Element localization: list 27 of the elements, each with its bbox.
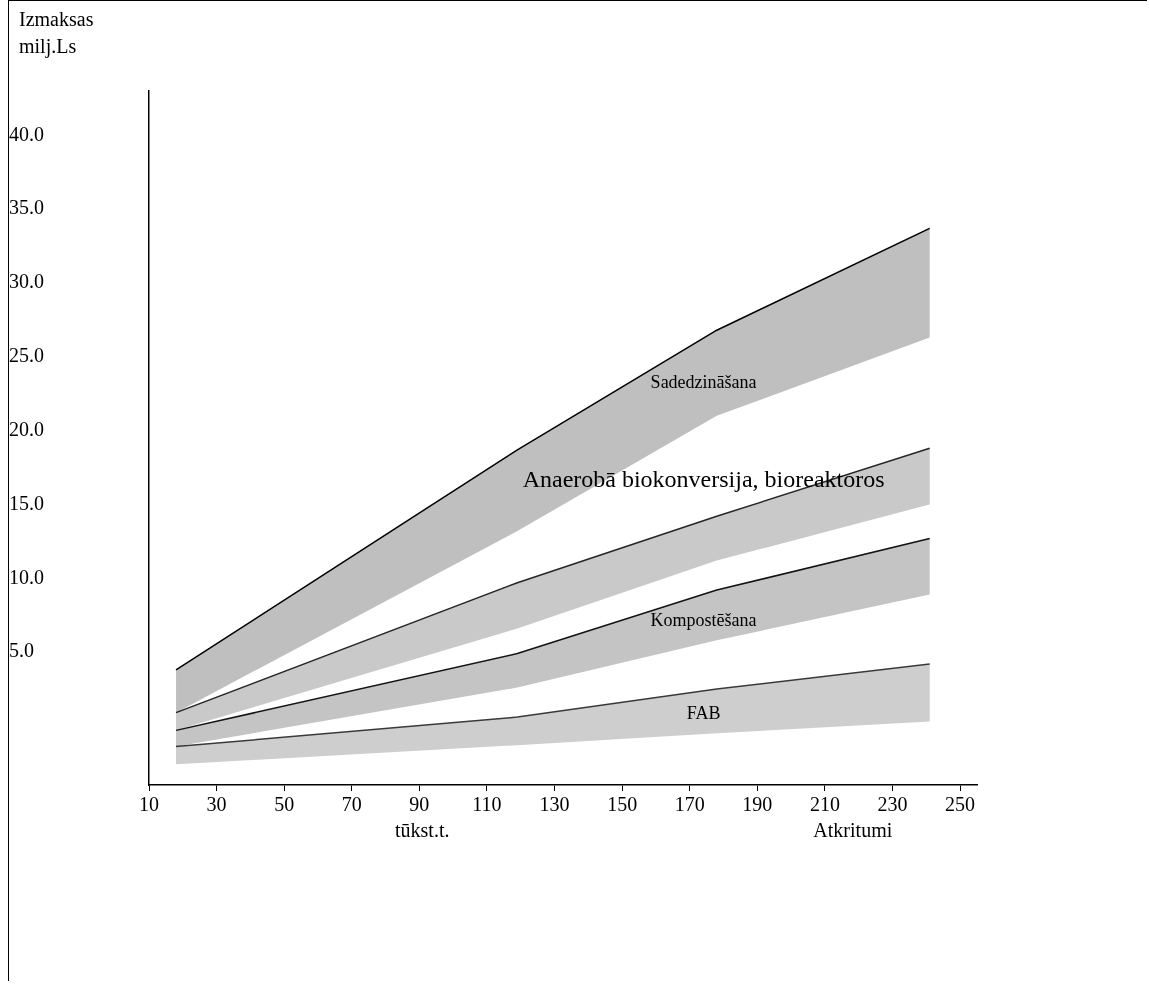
x-tick-label: 50 (274, 793, 295, 816)
x-tick-label: 230 (877, 793, 908, 816)
x-tick-label: 30 (206, 793, 227, 816)
x-tick-label: 170 (674, 793, 705, 816)
y-tick-label: 5.0 (9, 639, 34, 662)
x-axis-title: tūkst.t. (395, 819, 450, 841)
y-tick-label: 15.0 (9, 491, 44, 514)
x-tick-label: 150 (607, 793, 638, 816)
series-label: Kompostēšana (650, 609, 757, 630)
y-tick-label: 30.0 (9, 270, 44, 293)
x-tick-label: 90 (409, 793, 430, 816)
x-tick-label: 10 (139, 793, 159, 816)
y-tick-label: 10.0 (9, 565, 44, 588)
x-tick-label: 70 (341, 793, 362, 816)
y-tick-label: 35.0 (9, 196, 44, 219)
y-tick-label: 20.0 (9, 417, 44, 440)
x-tick-label: 210 (809, 793, 840, 816)
y-tick-label: 40.0 (9, 122, 44, 145)
y-tick-label: 25.0 (9, 344, 44, 367)
series-label: FAB (686, 703, 721, 724)
series-label: Sadedzināšana (650, 371, 757, 392)
x-tick-label: 130 (539, 793, 570, 816)
text: Atkritumi (813, 819, 893, 841)
y-axis-title: Izmaksas milj.Ls (19, 8, 94, 58)
x-tick-label: 250 (945, 793, 976, 816)
x-tick-label: 110 (472, 793, 502, 816)
x-tick-label: 190 (742, 793, 773, 816)
